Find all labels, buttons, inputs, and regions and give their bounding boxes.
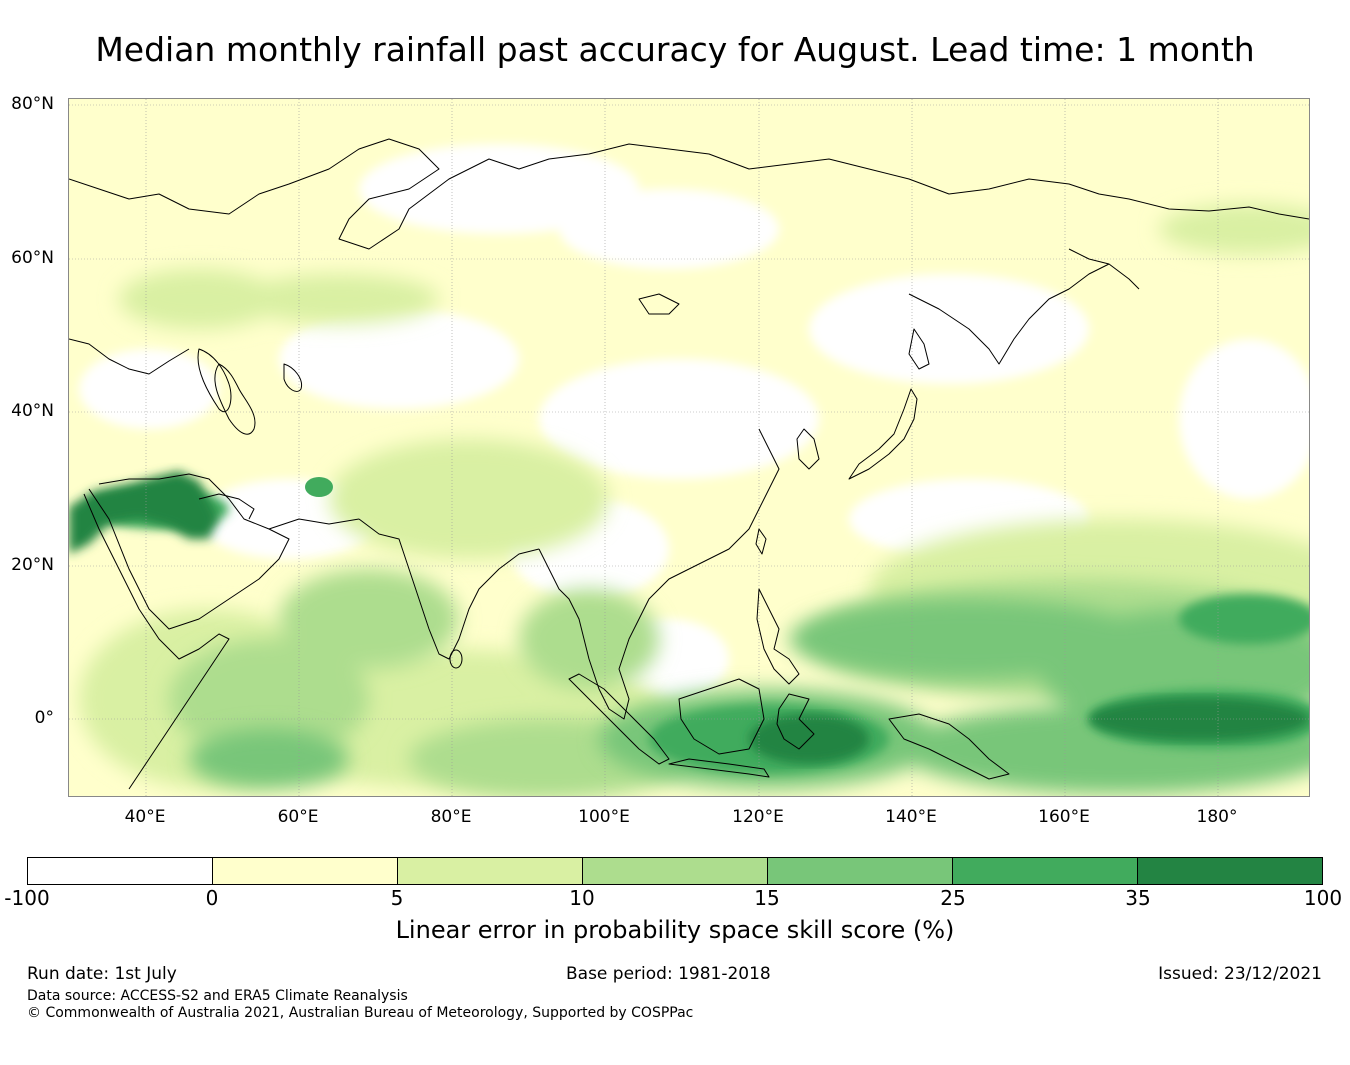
run-date: Run date: 1st July — [27, 964, 177, 984]
lat-label-40n: 40°N — [11, 401, 54, 421]
colorbar-segment — [583, 858, 768, 884]
colorbar-label: Linear error in probability space skill … — [395, 916, 955, 944]
lon-label-100e: 100°E — [578, 807, 630, 827]
lon-label-140e: 140°E — [885, 807, 937, 827]
colorbar-tick: -100 — [4, 886, 50, 910]
colorbar-tick: 0 — [205, 886, 219, 910]
lon-label-160e: 160°E — [1038, 807, 1090, 827]
data-source: Data source: ACCESS-S2 and ERA5 Climate … — [27, 988, 408, 1004]
lat-label-20n: 20°N — [11, 555, 54, 575]
colorbar-tick: 35 — [1125, 886, 1151, 910]
lat-label-0: 0° — [34, 708, 54, 728]
lon-label-120e: 120°E — [732, 807, 784, 827]
base-period: Base period: 1981-2018 — [566, 964, 771, 984]
colorbar-segment — [768, 858, 953, 884]
map-canvas — [69, 99, 1309, 796]
colorbar-tick: 10 — [569, 886, 595, 910]
chart-title: Median monthly rainfall past accuracy fo… — [95, 30, 1255, 69]
copyright: © Commonwealth of Australia 2021, Austra… — [27, 1005, 694, 1021]
colorbar-tick: 15 — [754, 886, 780, 910]
lon-label-60e: 60°E — [277, 807, 319, 827]
issued-date: Issued: 23/12/2021 — [1158, 964, 1322, 984]
lat-label-80n: 80°N — [11, 94, 54, 114]
colorbar-tick: 25 — [940, 886, 966, 910]
colorbar-segment — [398, 858, 583, 884]
colorbar — [27, 857, 1323, 885]
lon-label-180: 180° — [1196, 807, 1238, 827]
colorbar-tick: 100 — [1303, 886, 1343, 910]
lat-label-60n: 60°N — [11, 248, 54, 268]
lon-label-40e: 40°E — [124, 807, 166, 827]
colorbar-segment — [1138, 858, 1322, 884]
colorbar-segment — [953, 858, 1138, 884]
colorbar-segment — [213, 858, 398, 884]
lon-label-80e: 80°E — [430, 807, 472, 827]
skill-score-map — [68, 98, 1310, 797]
colorbar-tick: 5 — [390, 886, 404, 910]
colorbar-segment — [28, 858, 213, 884]
